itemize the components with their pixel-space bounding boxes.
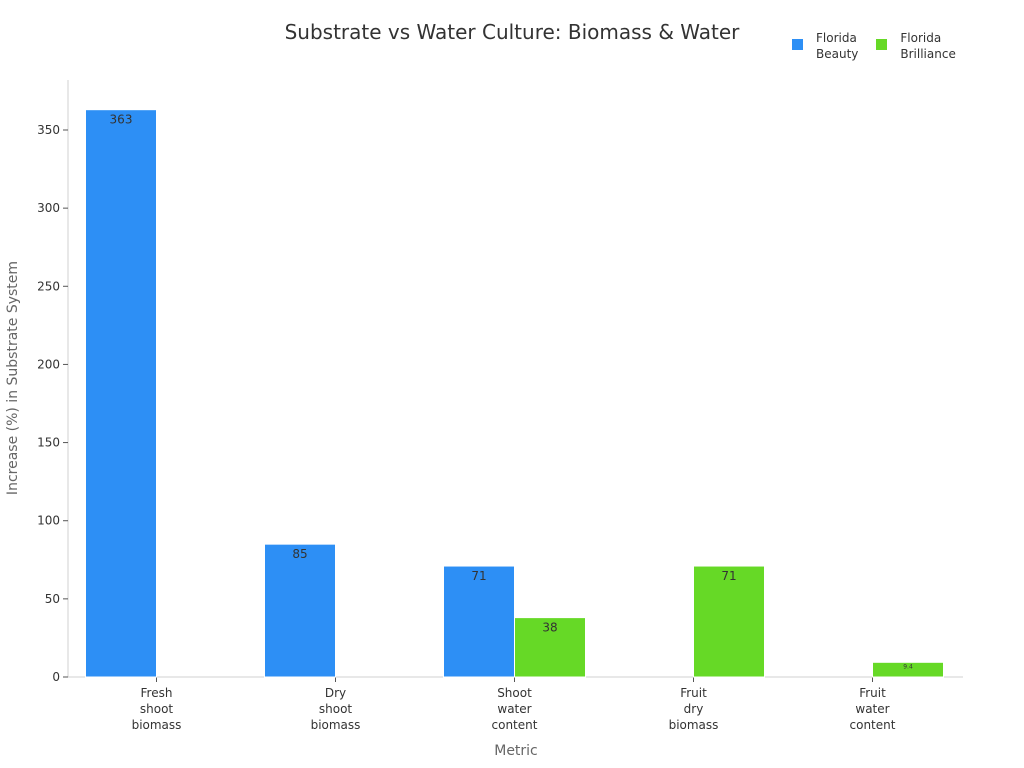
bar-florida-brilliance[interactable] [693, 565, 765, 678]
y-tick-label: 200 [37, 357, 60, 371]
y-tick-label: 350 [37, 123, 60, 137]
bar-value-label: 363 [110, 113, 133, 127]
bar-value-label: 71 [721, 569, 736, 583]
legend-item-florida-brilliance[interactable]: Florida Brilliance [876, 30, 956, 62]
x-tick-label: water [497, 702, 531, 716]
bar-florida-beauty[interactable] [85, 109, 157, 678]
bar-value-label: 38 [542, 621, 557, 635]
y-tick-label: 50 [45, 592, 60, 606]
bar-florida-brilliance[interactable] [514, 617, 586, 678]
x-tick-label: water [855, 702, 889, 716]
legend-label: Florida Brilliance [900, 31, 956, 61]
bar-florida-beauty[interactable] [443, 565, 515, 678]
x-tick-label: content [492, 718, 538, 732]
y-axis-label: Increase (%) in Substrate System [5, 260, 21, 496]
x-tick-label: dry [684, 702, 704, 716]
x-tick-label: Fruit [859, 686, 886, 700]
bar-value-label: 85 [292, 547, 307, 561]
x-axis-label: Metric [494, 743, 538, 759]
y-tick-label: 100 [37, 514, 60, 528]
legend: Florida Beauty Florida Brilliance [792, 30, 956, 62]
legend-label: Florida Beauty [816, 31, 859, 61]
bar-value-label: 9.4 [903, 663, 913, 670]
y-tick-label: 0 [52, 670, 60, 684]
x-tick-label: shoot [140, 702, 174, 716]
x-tick-label: shoot [319, 702, 353, 716]
legend-swatch-florida-beauty [792, 39, 803, 50]
bar-florida-brilliance[interactable] [872, 661, 944, 678]
bar-value-label: 71 [471, 569, 486, 583]
y-tick-label: 250 [37, 279, 60, 293]
x-tick-label: biomass [132, 718, 182, 732]
x-tick-label: Fruit [680, 686, 707, 700]
legend-item-florida-beauty[interactable]: Florida Beauty [792, 30, 858, 62]
x-tick-label: Fresh [141, 686, 173, 700]
y-tick-label: 150 [37, 436, 60, 450]
bar-florida-beauty[interactable] [264, 543, 336, 678]
legend-swatch-florida-brilliance [876, 39, 888, 50]
x-tick-label: Shoot [497, 686, 532, 700]
x-tick-label: content [850, 718, 896, 732]
y-tick-label: 300 [37, 201, 60, 215]
chart-title: Substrate vs Water Culture: Biomass & Wa… [284, 20, 740, 44]
x-tick-label: biomass [669, 718, 719, 732]
x-tick-label: biomass [311, 718, 361, 732]
x-tick-label: Dry [325, 686, 346, 700]
